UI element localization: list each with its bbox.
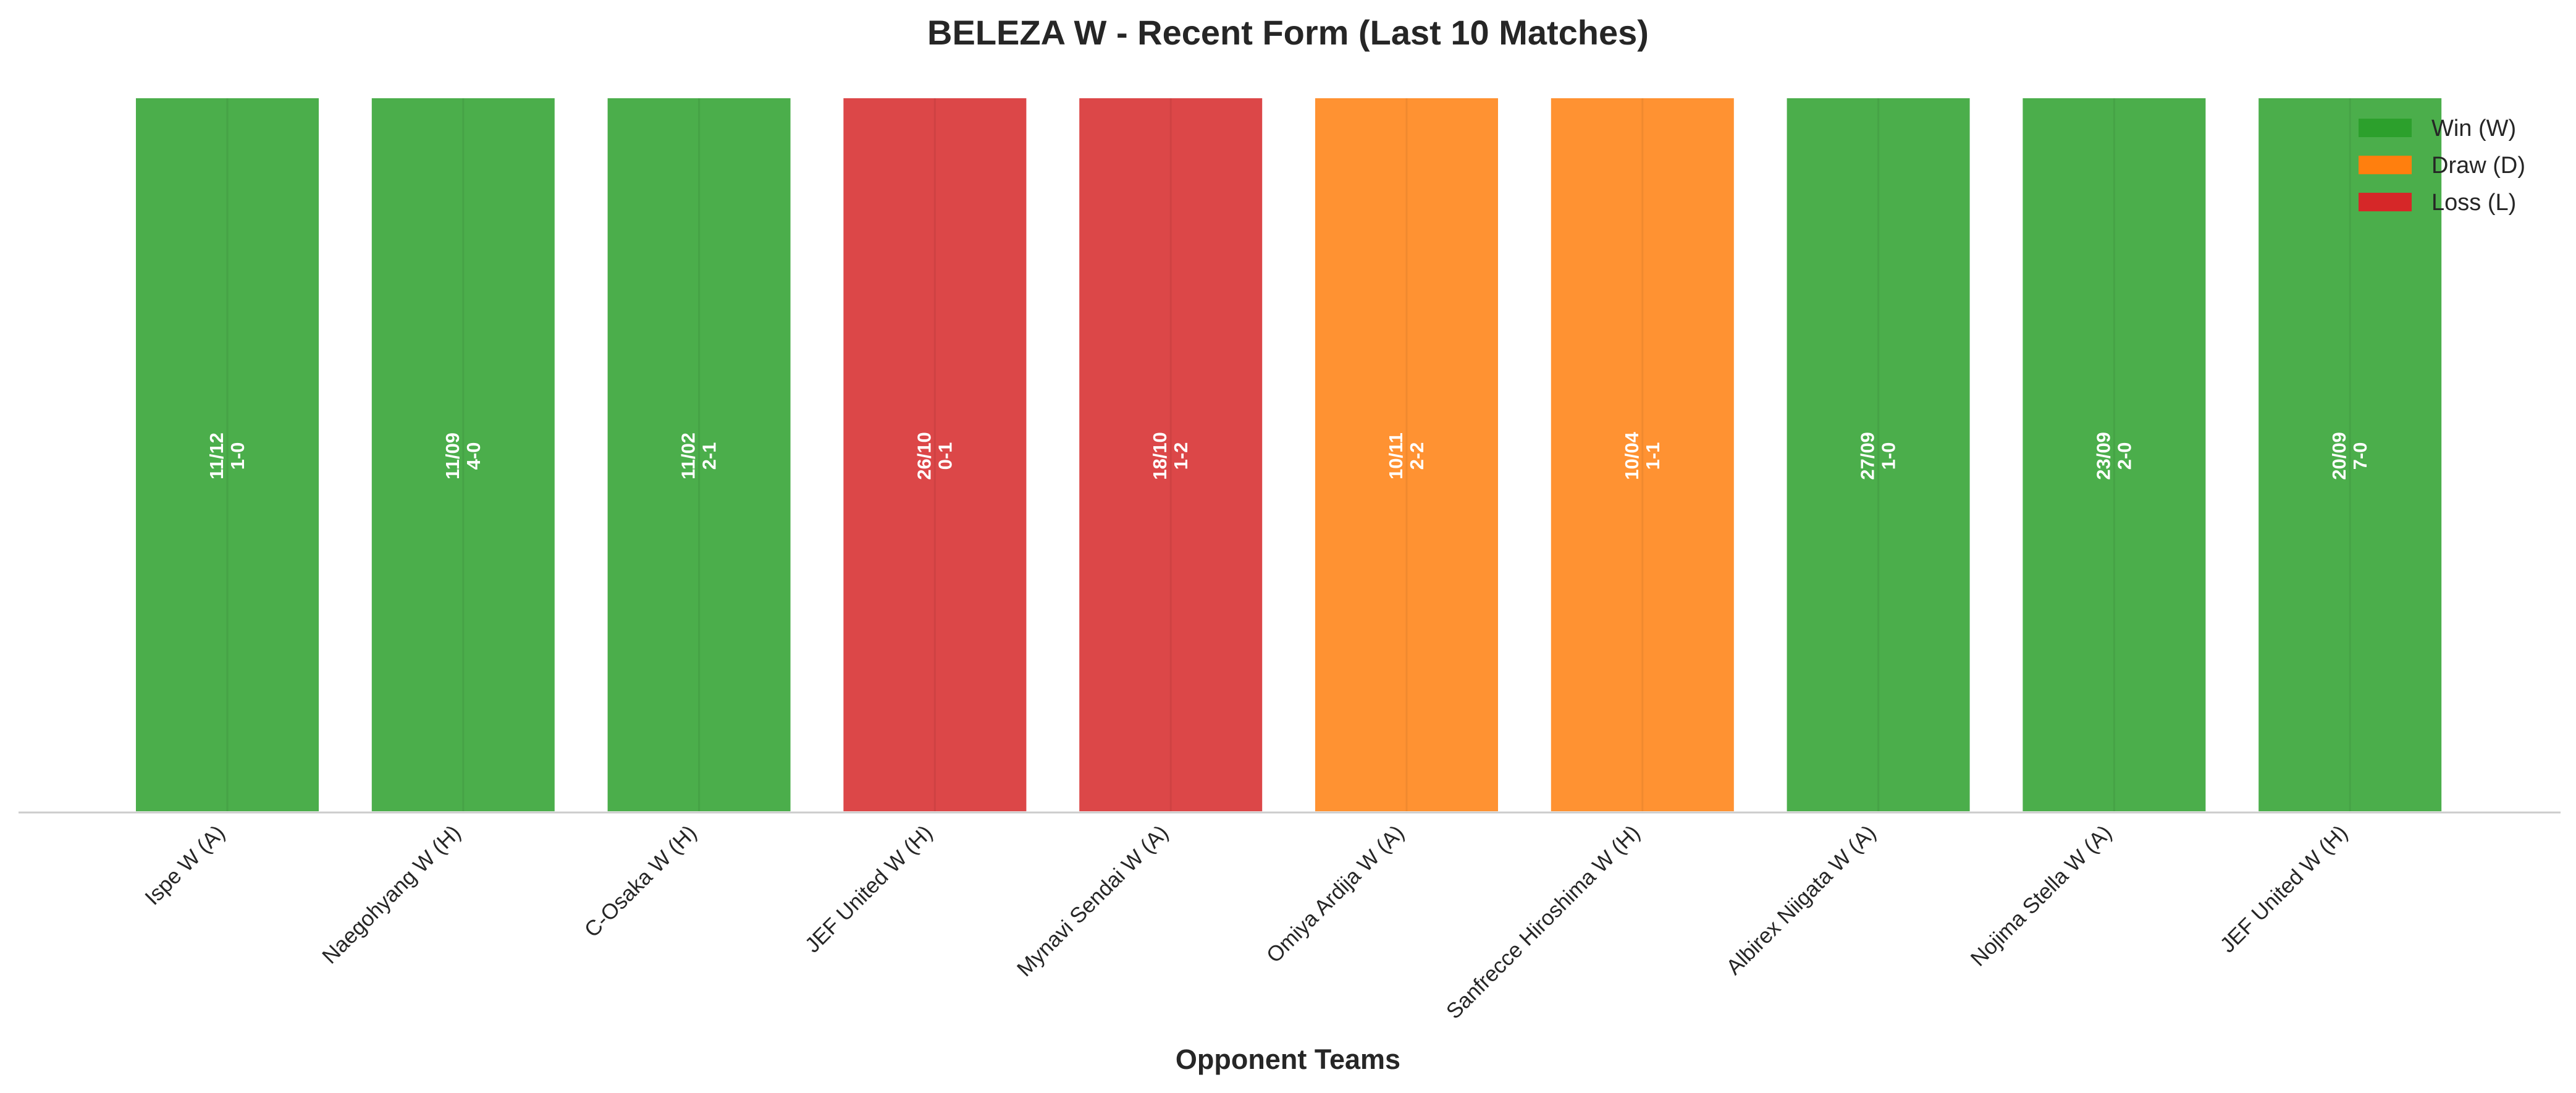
bar-label-date: 18/10 (1149, 432, 1171, 480)
bars-group: 11/121-0 11/094-0 11/022-1 26/100-1 18/101-2… (133, 96, 2444, 814)
bar-label: 11/022-1 (678, 433, 720, 479)
x-tick-label: Naegohyang W (H) (318, 821, 465, 968)
x-tick-label: Omiya Ardija W (A) (1262, 821, 1409, 968)
x-tick-labels: Ispe W (A) Naegohyang W (H) C-Osaka W (H) J… (140, 821, 2352, 1024)
bar-label-date: 11/02 (678, 433, 699, 479)
bar-label-score: 1-0 (227, 442, 248, 470)
legend-swatch (2359, 119, 2412, 137)
bar-label-score: 1-2 (1170, 442, 1192, 470)
bar-label-score: 2-0 (2113, 442, 2135, 470)
bar-label-score: 2-2 (1406, 442, 1428, 470)
bar-label-score: 1-0 (1878, 442, 1900, 470)
bar-label-score: 4-0 (463, 442, 484, 470)
bar-label-date: 11/12 (206, 433, 227, 479)
bar-5 (1077, 96, 1265, 814)
bar-6 (1313, 96, 1501, 814)
bar-label: 20/097-0 (2328, 432, 2371, 480)
bar-label-date: 20/09 (2328, 432, 2350, 480)
bar-label: 18/101-2 (1149, 432, 1192, 480)
legend-swatch (2359, 156, 2412, 174)
x-tick-label: JEF United W (H) (801, 821, 937, 957)
x-tick-label: Mynavi Sendai W (A) (1012, 821, 1173, 981)
bar-label: 11/121-0 (206, 433, 248, 479)
bar-4 (841, 96, 1029, 814)
bar-10 (2256, 96, 2444, 814)
bar-label-score: 7-0 (2349, 442, 2371, 470)
legend: Win (W) Draw (D) Loss (L) (2359, 116, 2525, 216)
legend-label: Win (W) (2431, 116, 2516, 141)
bar-label-date: 10/04 (1621, 431, 1643, 479)
x-tick-label: JEF United W (H) (2215, 821, 2352, 957)
bar-1 (133, 96, 321, 814)
chart-title: BELEZA W - Recent Form (Last 10 Matches) (927, 13, 1649, 52)
bar-7 (1548, 96, 1736, 814)
x-axis-label: Opponent Teams (1176, 1044, 1400, 1075)
bar-label-date: 10/11 (1385, 433, 1407, 479)
bar-label-score: 0-1 (934, 442, 956, 470)
bar-label: 10/112-2 (1385, 433, 1428, 479)
bar-label-date: 27/09 (1857, 432, 1879, 480)
bar-label: 27/091-0 (1857, 432, 1900, 480)
bar-label-date: 23/09 (2092, 432, 2114, 480)
bar-label-date: 11/09 (442, 433, 463, 479)
bar-label: 11/094-0 (442, 433, 484, 479)
bar-label-date: 26/10 (913, 432, 935, 480)
x-tick-label: Nojima Stella W (A) (1966, 821, 2116, 971)
bar-label-score: 1-1 (1642, 442, 1664, 470)
legend-label: Loss (L) (2431, 190, 2516, 216)
bar-label: 10/041-1 (1621, 431, 1664, 479)
bar-label: 23/092-0 (2092, 432, 2135, 480)
legend-swatch (2359, 193, 2412, 211)
bar-2 (369, 96, 557, 814)
x-tick-label: Sanfrecce Hiroshima W (H) (1442, 821, 1645, 1024)
x-tick-label: Ispe W (A) (140, 821, 229, 909)
bar-label: 26/100-1 (913, 432, 956, 480)
x-tick-label: Albirex Niigata W (A) (1722, 821, 1880, 979)
legend-label: Draw (D) (2431, 153, 2525, 179)
bar-3 (605, 96, 793, 814)
bar-label-score: 2-1 (699, 442, 720, 470)
x-tick-label: C-Osaka W (H) (580, 821, 702, 942)
